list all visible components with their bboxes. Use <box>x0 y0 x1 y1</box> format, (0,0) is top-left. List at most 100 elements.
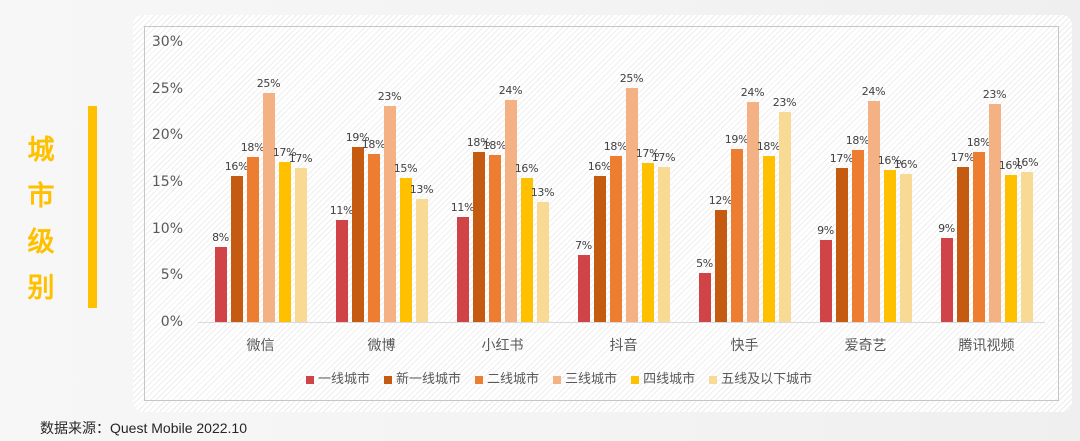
y-tick-label: 5% <box>160 267 183 284</box>
bar <box>399 178 412 322</box>
data-label: 18% <box>756 139 781 153</box>
data-label: 25% <box>619 71 644 85</box>
x-tick-label: 腾讯视频 <box>958 338 1015 354</box>
legend-item: 一线城市 <box>306 372 370 388</box>
legend-label: 二线城市 <box>487 372 540 387</box>
data-label: 17% <box>635 147 660 161</box>
x-tick-label: 爱奇艺 <box>844 338 887 354</box>
data-label: 12% <box>708 194 733 207</box>
data-label: 11% <box>450 200 475 214</box>
bar <box>504 99 517 322</box>
data-label: 17% <box>950 151 975 165</box>
bar <box>367 154 380 322</box>
legend-swatch-icon <box>553 376 562 384</box>
data-label: 16% <box>224 160 249 174</box>
legend-item: 四线城市 <box>631 372 695 388</box>
data-label: 8% <box>212 231 229 245</box>
bar <box>520 178 533 322</box>
bar <box>278 162 291 322</box>
bar <box>988 103 1001 322</box>
x-tick-label: 抖音 <box>609 338 638 354</box>
legend-swatch-icon <box>475 376 484 384</box>
legend-swatch-icon <box>384 376 393 384</box>
side-title: 城 市 级 别 <box>24 128 58 312</box>
legend-swatch-icon <box>709 376 718 384</box>
y-tick-label: 25% <box>151 80 183 97</box>
bar <box>577 254 590 322</box>
data-label: 18% <box>466 136 491 150</box>
bar <box>625 87 638 322</box>
legend-swatch-icon <box>631 376 640 384</box>
data-label: 23% <box>982 87 1007 101</box>
legend-item: 新一线城市 <box>384 372 461 388</box>
legend-label: 新一线城市 <box>396 372 462 387</box>
data-label: 7% <box>575 238 592 252</box>
bar <box>230 176 243 322</box>
data-label: 18% <box>603 139 628 153</box>
side-title-char: 别 <box>27 273 55 304</box>
bar <box>698 273 711 322</box>
bar <box>609 155 622 322</box>
accent-bar <box>88 106 97 308</box>
data-label: 25% <box>256 77 281 91</box>
data-label: 18% <box>482 138 507 152</box>
bar <box>641 163 654 322</box>
legend-item: 三线城市 <box>553 372 617 388</box>
bar <box>351 146 364 322</box>
bar <box>819 239 832 322</box>
data-label: 18% <box>966 136 991 150</box>
data-label: 5% <box>696 257 713 271</box>
y-tick-label: 15% <box>151 174 183 190</box>
x-tick-label: 微信 <box>246 338 275 354</box>
data-label: 13% <box>530 185 555 199</box>
bar <box>940 238 953 322</box>
data-label: 11% <box>329 204 354 218</box>
y-tick-label: 20% <box>151 127 183 144</box>
bar <box>762 155 775 322</box>
bar <box>415 198 428 322</box>
x-axis-line <box>198 322 1045 323</box>
side-title-char: 市 <box>27 181 55 212</box>
data-label: 24% <box>740 85 765 99</box>
bar <box>714 210 727 322</box>
bar <box>488 154 501 322</box>
bar <box>262 93 275 322</box>
data-label: 16% <box>893 157 918 171</box>
data-label: 16% <box>1014 155 1039 169</box>
data-label: 16% <box>877 153 902 167</box>
bar <box>899 173 912 322</box>
y-tick-label: 30% <box>151 34 183 50</box>
source-note: 数据来源：Quest Mobile 2022.10 <box>40 420 247 436</box>
y-tick-label: 10% <box>151 220 183 237</box>
bar <box>778 112 791 322</box>
bar <box>956 167 969 322</box>
data-label: 16% <box>587 160 612 174</box>
bar <box>883 169 896 322</box>
data-label: 9% <box>817 223 834 237</box>
bar <box>1004 174 1017 322</box>
bar <box>383 106 396 322</box>
legend-item: 二线城市 <box>475 372 539 388</box>
bar <box>657 167 670 322</box>
side-title-char: 城 <box>27 135 55 166</box>
bar <box>746 101 759 322</box>
bar <box>972 152 985 322</box>
data-label: 18% <box>845 134 870 148</box>
side-title-char: 级 <box>27 227 55 258</box>
legend-label: 五线及以下城市 <box>721 372 813 387</box>
data-label: 23% <box>377 90 402 104</box>
data-label: 15% <box>393 162 418 176</box>
data-label: 18% <box>361 138 386 151</box>
legend-label: 一线城市 <box>318 372 371 387</box>
data-label: 16% <box>998 158 1023 172</box>
bar <box>472 152 485 322</box>
bar <box>835 168 848 322</box>
data-label: 23% <box>772 96 797 109</box>
data-label: 24% <box>861 84 886 98</box>
legend-swatch-icon <box>306 376 314 384</box>
data-label: 16% <box>514 162 539 176</box>
data-label: 18% <box>240 140 265 154</box>
legend-label: 四线城市 <box>643 372 696 387</box>
bar <box>246 156 259 322</box>
legend-label: 三线城市 <box>565 372 618 387</box>
